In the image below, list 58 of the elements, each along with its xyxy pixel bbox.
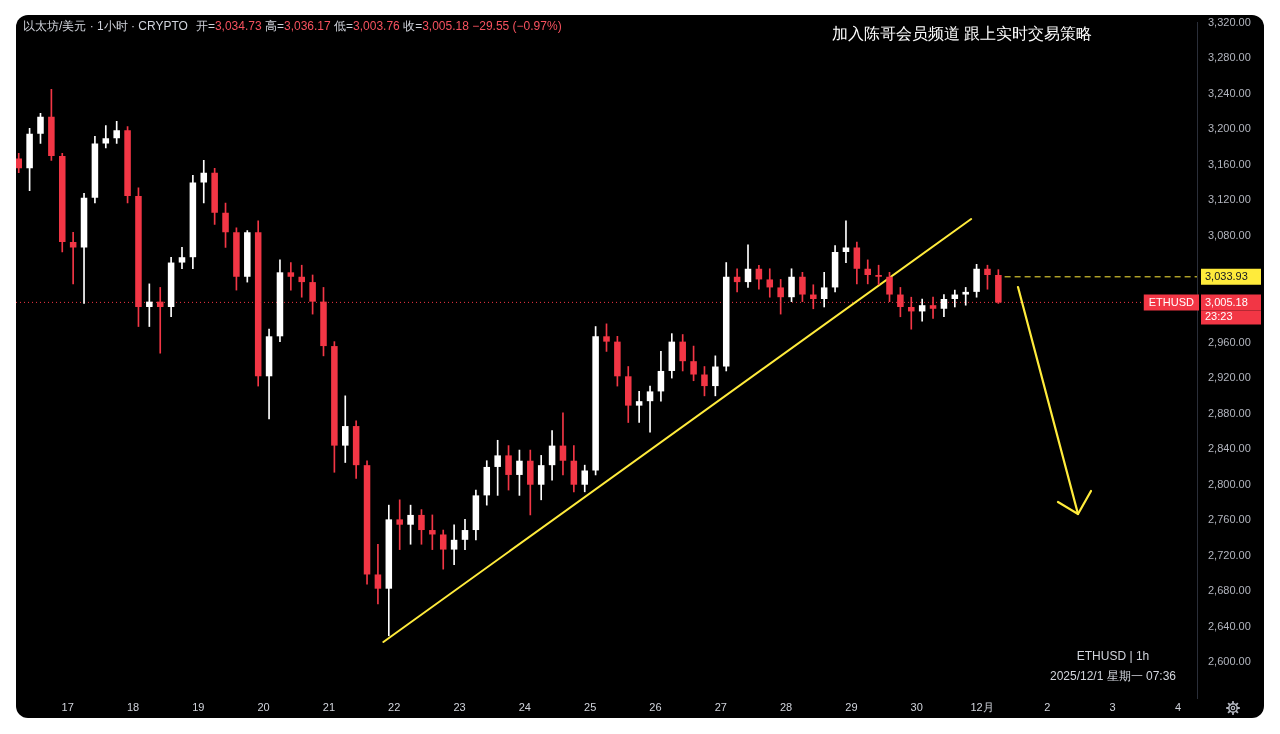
chart-title: 以太坊/美元 · 1小时 · CRYPTO: [23, 18, 188, 34]
x-tick-label: 27: [714, 700, 727, 713]
candlestick: [396, 499, 403, 550]
annotation: 2025/12/1 星期一 07:36: [1049, 669, 1177, 684]
candlestick: [450, 524, 458, 566]
candlestick: [646, 385, 654, 433]
candlestick: [635, 391, 643, 423]
y-tick-label: 2,800.00: [1208, 477, 1251, 490]
x-tick-label: 20: [257, 700, 270, 713]
x-tick-label: 22: [388, 700, 401, 713]
candlestick: [962, 287, 969, 306]
candlestick: [810, 284, 817, 310]
ref-line-label: 3,005.18: [1205, 295, 1248, 308]
x-tick-label: 30: [910, 700, 923, 713]
y-tick-label: 2,920.00: [1208, 371, 1251, 384]
y-tick-label: 3,280.00: [1208, 51, 1251, 64]
x-tick-label: 12月: [970, 700, 994, 713]
y-tick-label: 3,160.00: [1208, 157, 1251, 170]
ref-line-label: 3,033.93: [1205, 270, 1248, 283]
y-tick-label: 3,320.00: [1208, 15, 1251, 28]
candlestick: [200, 160, 208, 204]
y-tick-label: 3,120.00: [1208, 193, 1251, 206]
text: 开=3,034.73 高=3,036.17 低=3,003.76 收=3,005.18 −29.55 (−0.97%): [195, 19, 562, 33]
x-tick-label: 17: [61, 700, 74, 713]
y-tick-label: 2,640.00: [1208, 619, 1251, 632]
y-tick-label: 2,680.00: [1208, 584, 1251, 597]
y-tick-label: 2,600.00: [1208, 655, 1251, 668]
candlestick: [929, 296, 937, 319]
x-tick-label: 2: [1044, 700, 1051, 713]
x-tick-label: 19: [192, 700, 205, 713]
x-tick-label: 23: [453, 700, 466, 713]
annotation: ETHUSD: [1148, 295, 1195, 308]
x-tick-label: 18: [126, 700, 140, 713]
y-tick-label: 2,760.00: [1208, 513, 1251, 526]
y-tick-label: 3,080.00: [1208, 228, 1251, 241]
x-tick-label: 24: [518, 700, 531, 713]
x-tick-label: 25: [584, 700, 597, 713]
x-tick-label: 29: [845, 700, 858, 713]
y-tick-label: 2,720.00: [1208, 548, 1251, 561]
annotation: 加入陈哥会员频道 跟上实时交易策略: [832, 24, 1093, 44]
text: 23:23: [1205, 309, 1233, 322]
x-tick-label: 4: [1174, 700, 1182, 713]
y-tick-label: 3,240.00: [1208, 86, 1251, 99]
y-tick-label: 2,960.00: [1208, 335, 1251, 348]
y-tick-label: 2,880.00: [1208, 406, 1251, 419]
x-tick-label: 26: [649, 700, 662, 713]
y-tick-label: 2,840.00: [1208, 442, 1251, 455]
candlestick: [298, 264, 305, 298]
candlestick: [842, 220, 850, 263]
x-tick-label: 21: [322, 700, 336, 713]
annotation: ETHUSD | 1h: [1076, 649, 1150, 664]
y-tick-label: 3,200.00: [1208, 122, 1251, 135]
candlestick: [374, 543, 382, 605]
x-tick-label: 3: [1109, 700, 1116, 713]
candlestick: [766, 268, 774, 298]
candlestick: [287, 262, 295, 291]
x-tick-label: 28: [779, 700, 793, 713]
candlestick: [559, 412, 567, 476]
